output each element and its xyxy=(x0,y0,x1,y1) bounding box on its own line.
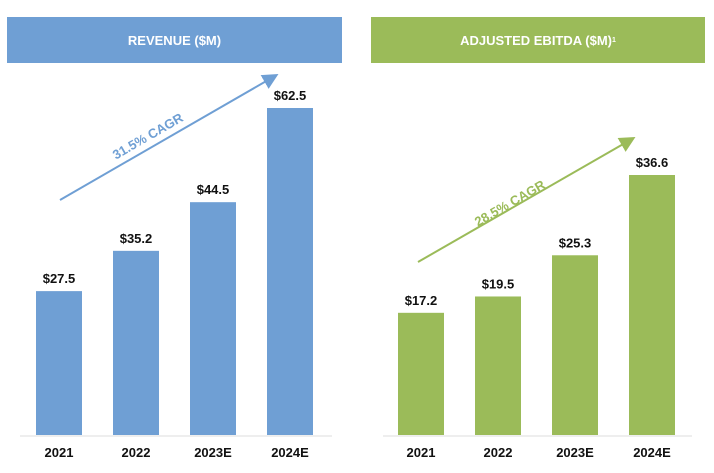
data-label: $44.5 xyxy=(197,182,230,197)
x-tick-label: 2022 xyxy=(484,445,513,460)
x-tick-label: 2023E xyxy=(556,445,594,460)
x-tick-label: 2021 xyxy=(407,445,436,460)
revenue-title: REVENUE ($M) xyxy=(127,32,222,48)
bar-2024E xyxy=(629,175,675,435)
bar-2023E xyxy=(552,255,598,435)
data-label: $17.2 xyxy=(405,293,438,308)
bar-2021 xyxy=(36,291,82,435)
data-label: $27.5 xyxy=(43,271,76,286)
data-label: $62.5 xyxy=(274,88,307,103)
revenue-header: REVENUE ($M) xyxy=(7,17,342,63)
ebitda-header: ADJUSTED EBITDA ($M) 1 xyxy=(371,17,705,63)
data-label: $36.6 xyxy=(636,155,669,170)
ebitda-title: ADJUSTED EBITDA ($M) xyxy=(460,32,612,48)
x-tick-label: 2022 xyxy=(122,445,151,460)
cagr-arrow xyxy=(417,137,636,263)
cagr-annotation: 28.5% CAGR xyxy=(472,177,548,230)
bar-2023E xyxy=(190,202,236,435)
data-label: $19.5 xyxy=(482,276,515,291)
bar-2022 xyxy=(475,296,521,435)
data-label: $35.2 xyxy=(120,231,153,246)
bar-2024E xyxy=(267,108,313,435)
cagr-annotation: 31.5% CAGR xyxy=(110,110,186,163)
x-tick-label: 2021 xyxy=(45,445,74,460)
data-label: $25.3 xyxy=(559,235,592,250)
ebitda-footnote-mark: 1 xyxy=(612,36,616,44)
x-tick-label: 2024E xyxy=(271,445,309,460)
x-tick-label: 2023E xyxy=(194,445,232,460)
x-tick-label: 2024E xyxy=(633,445,671,460)
cagr-arrow xyxy=(59,74,279,201)
bar-2021 xyxy=(398,312,444,435)
bar-2022 xyxy=(113,250,159,435)
